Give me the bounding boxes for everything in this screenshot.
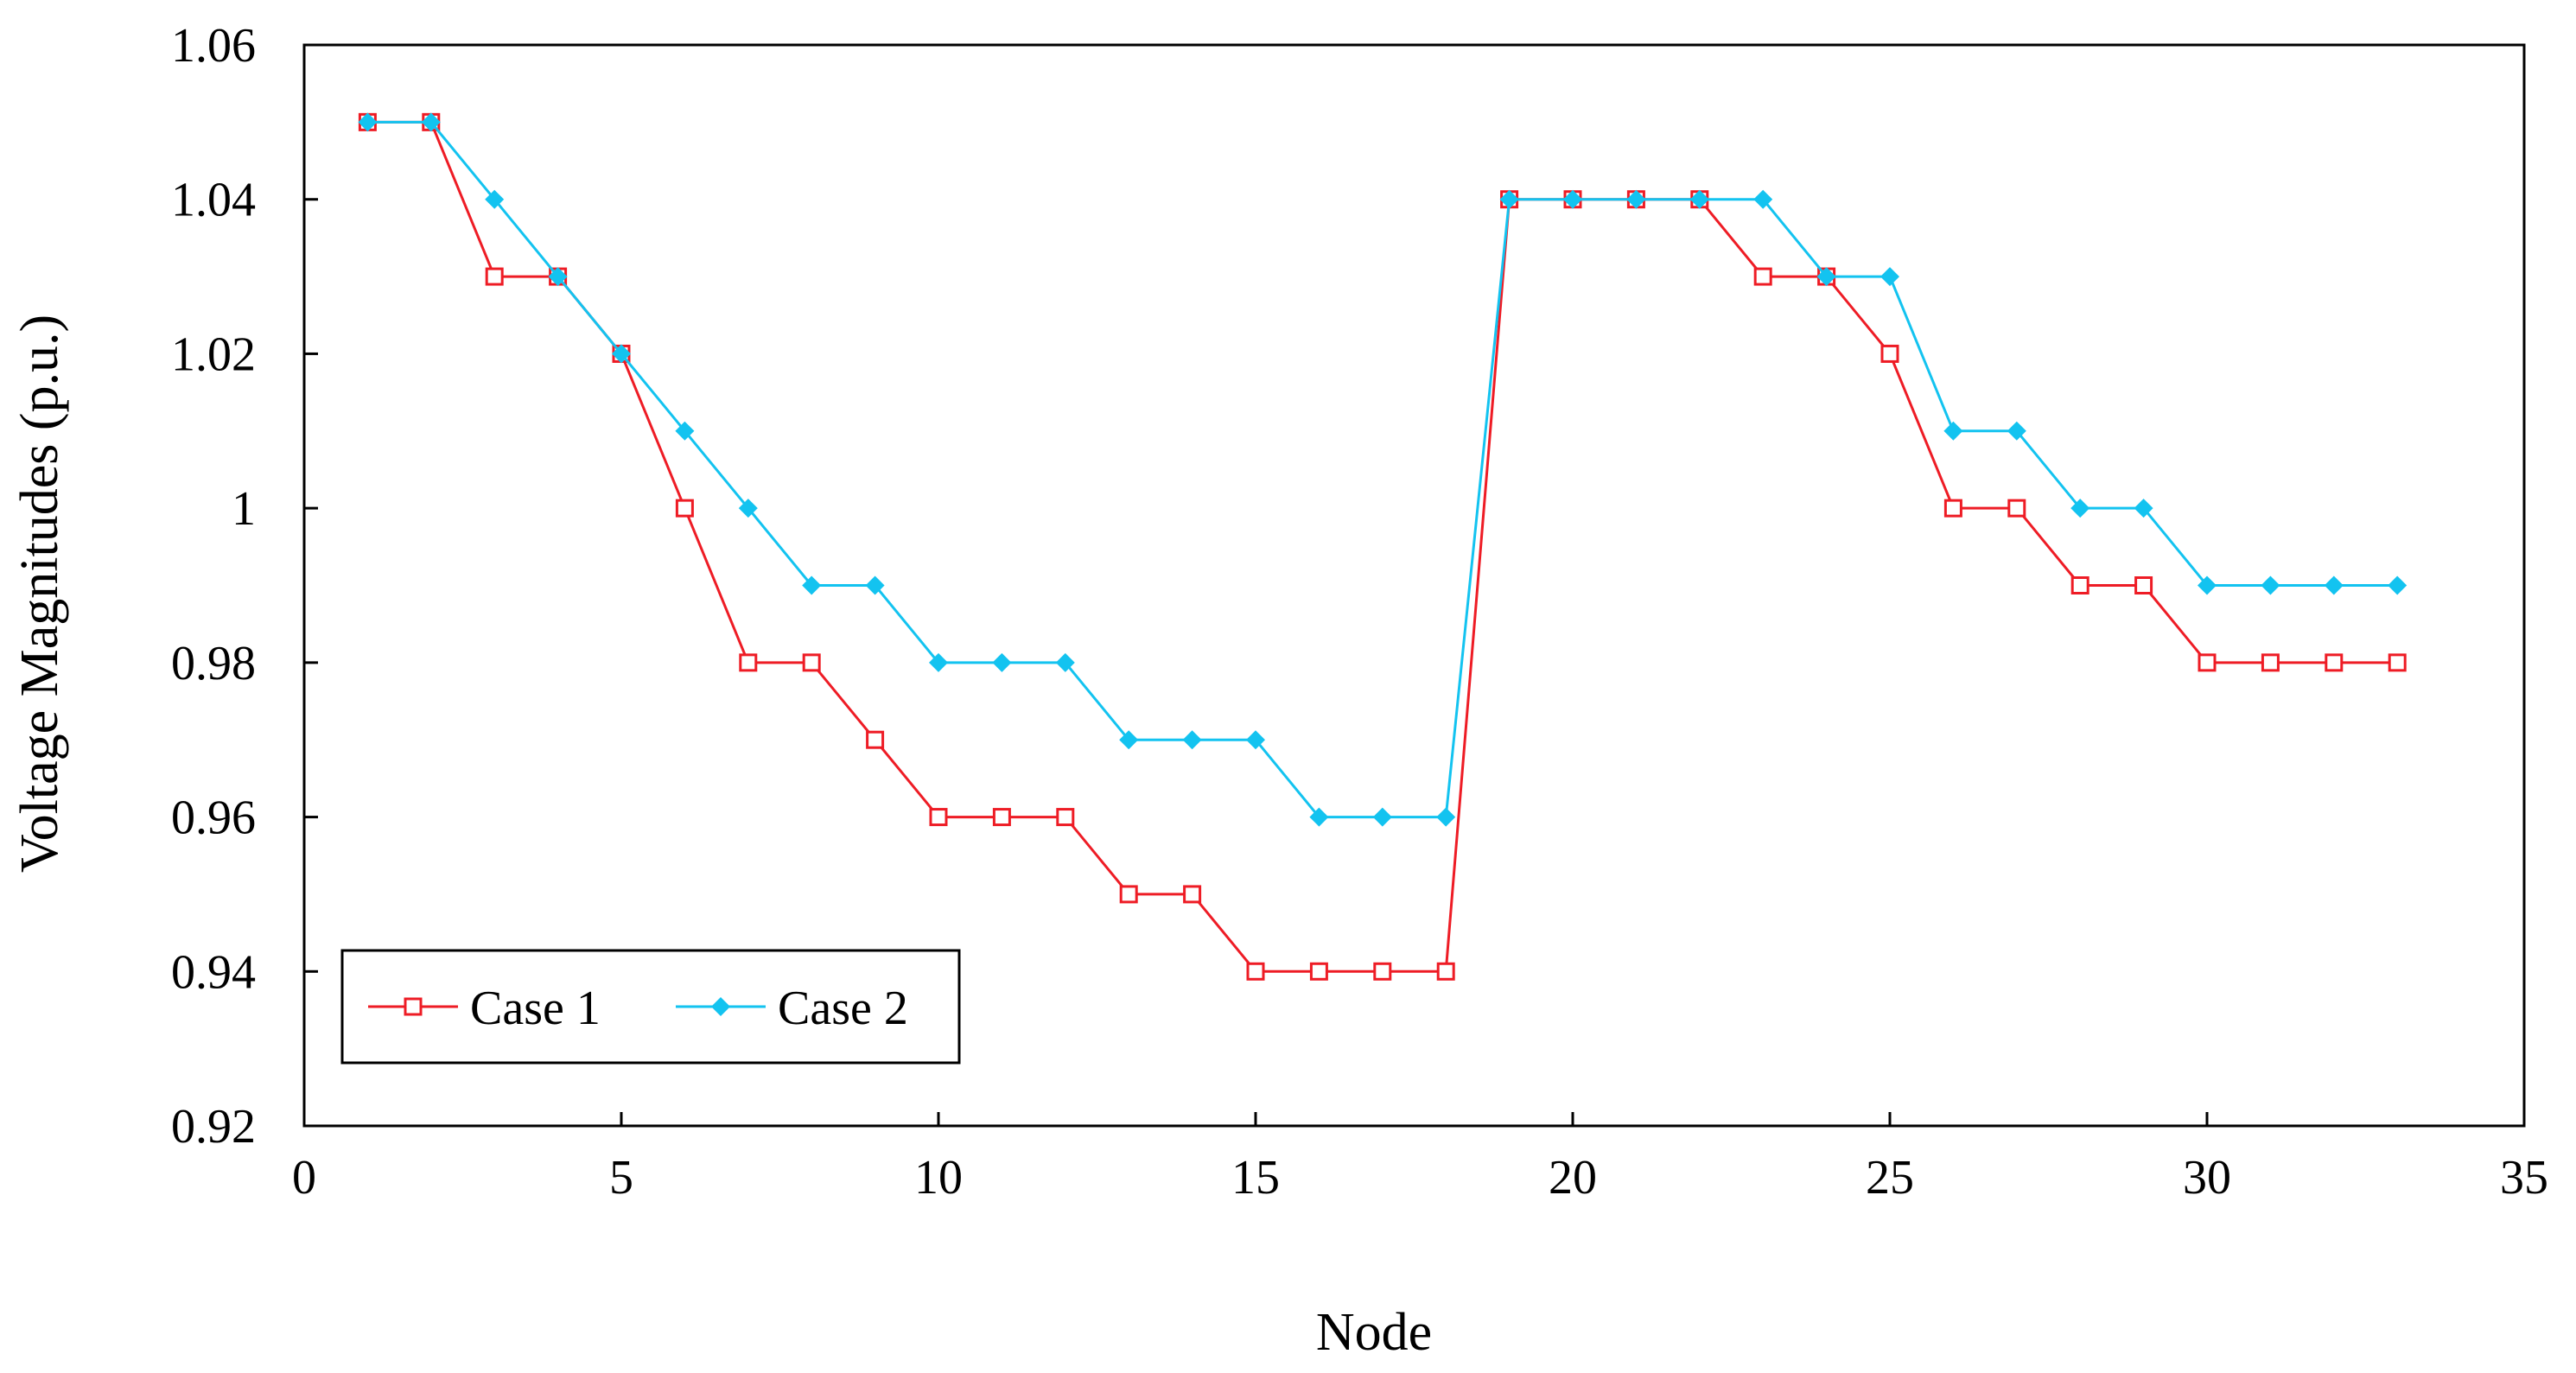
series-case-1 [358,112,2407,981]
x-tick-label: 30 [2183,1151,2231,1205]
case-2-point [1816,267,1836,287]
case-2-point [1943,421,1963,441]
case-1-point [2261,653,2280,672]
case-1-point [1309,962,1328,981]
x-tick-label: 20 [1549,1151,1597,1205]
case-1-point [675,499,694,518]
case-2-point [2324,575,2344,595]
case-2-point [1880,267,1899,287]
case-1-point [2134,576,2153,594]
case-2-point [485,189,505,209]
y-tick-label: 0.92 [171,1100,256,1154]
case-2-point [1563,189,1582,209]
case-2-point [548,267,568,287]
case-2-point [1182,730,1202,750]
case-1-point [1056,808,1075,827]
case-2-point [1499,189,1519,209]
case-1-point [2198,653,2217,672]
case-2-point [2134,499,2153,518]
case-2-point [1372,807,1392,827]
x-tick-label: 35 [2500,1151,2548,1205]
series-case-2 [358,112,2407,827]
y-tick-label: 1 [232,482,256,536]
case-1-point [2007,499,2026,518]
y-tick-label: 1.06 [171,19,256,73]
case-2-point [802,575,822,595]
case-2-point [992,652,1012,672]
x-tick-label: 25 [1866,1151,1914,1205]
case-2-point [358,112,378,132]
case-2-point [1689,189,1709,209]
y-tick-label: 1.02 [171,327,256,381]
plot-frame [302,43,2526,1128]
case-1-point [739,653,758,672]
case-2-point [421,112,441,132]
case-1-point [2325,653,2344,672]
case-2-point [1436,807,1456,827]
case-2-line [367,120,2398,819]
case-1-point [1119,885,1138,904]
legend-label: Case 1 [470,982,601,1035]
case-1-line [367,120,2398,973]
case-1-point [1246,962,1265,981]
y-tick-label: 1.04 [171,174,256,227]
case-2-point [1753,189,1773,209]
series-group [358,112,2407,981]
case-1-point [866,730,885,749]
case-1-point [1753,267,1772,286]
x-tick-label: 5 [609,1151,633,1205]
case-2-point [2198,575,2217,595]
case-1-point [929,808,948,827]
case-2-point [738,499,758,518]
y-tick-label: 0.94 [171,945,256,999]
case-2-point [1246,730,1265,750]
case-1-point [1373,962,1392,981]
case-1-point [1943,499,1962,518]
case-2-point [2070,499,2090,518]
y-axis-title: Voltage Magnitudes (p.u.) [10,315,69,873]
legend-entry-case-1: Case 1 [368,982,601,1035]
x-tick-label: 15 [1231,1151,1280,1205]
legend-label: Case 2 [778,982,908,1035]
case-1-point [992,808,1011,827]
case-1-point [2388,653,2407,672]
case-2-point [2388,575,2407,595]
case-1-point [802,653,821,672]
case-1-point [1436,962,1455,981]
plot-area [302,43,2526,1128]
case-2-point [1119,730,1139,750]
x-axis-title: Node [1316,1303,1432,1362]
case-1-point [1183,885,1202,904]
x-tick-label: 10 [914,1151,963,1205]
axes: 0 5 10 15 20 25 30 35 0.92 0.94 0.96 0.98 1 1.02 1.04 1… [171,19,2548,1205]
case-2-point [2007,421,2026,441]
case-2-point [1055,652,1075,672]
case-2-point [929,652,948,672]
legend: Case 1 Case 2 [340,949,961,1065]
case-2-point [1309,807,1329,827]
case-1-point [2070,576,2089,594]
x-tick-label: 0 [292,1151,316,1205]
legend-entry-case-2: Case 2 [676,982,908,1035]
case-2-point [675,421,695,441]
case-1-point [1880,344,1899,363]
case-2-point [2261,575,2280,595]
legend-swatch-marker [711,997,730,1016]
case-2-point [1626,189,1646,209]
legend-swatch-marker [404,997,423,1016]
y-tick-label: 0.96 [171,791,256,845]
case-1-point [485,267,504,286]
y-tick-label: 0.98 [171,637,256,690]
case-2-point [612,344,631,364]
case-2-point [865,575,885,595]
